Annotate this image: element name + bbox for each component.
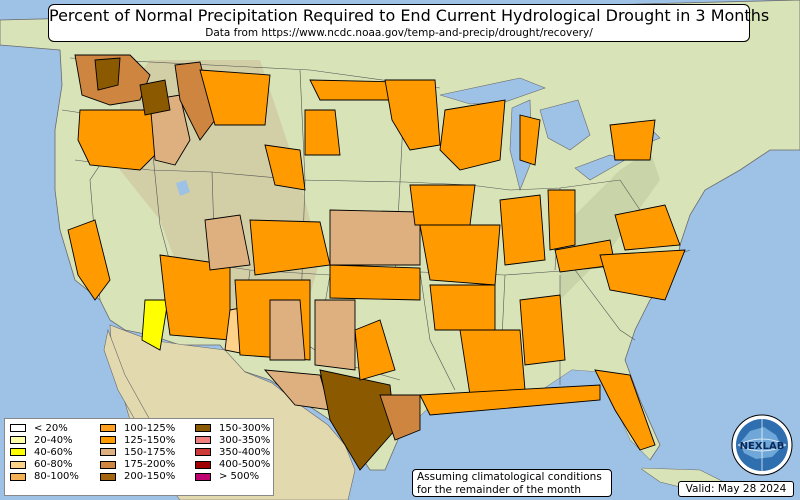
region-pennsylvania — [609, 119, 656, 161]
legend-swatch — [195, 448, 211, 457]
legend-item: 125-150% — [100, 434, 175, 446]
region-wa-dark — [94, 57, 121, 91]
region-lower-mississippi — [459, 329, 526, 396]
legend-swatch — [10, 436, 26, 445]
legend-label: 125-150% — [124, 434, 176, 446]
map-subtitle: Data from https://www.ncdc.noaa.gov/temp… — [205, 27, 593, 39]
legend-label: 60-80% — [34, 459, 73, 471]
legend-swatch — [195, 436, 211, 445]
region-sd — [304, 109, 341, 156]
legend-item: > 500% — [195, 471, 270, 483]
legend-label: 350-400% — [219, 446, 271, 458]
region-alabama — [519, 294, 566, 366]
region-montana — [199, 69, 271, 126]
region-illinois — [499, 194, 546, 266]
legend-item: 40-60% — [10, 446, 79, 458]
legend-column-2: 100-125% 125-150% 150-175% 175-200% 200-150% — [100, 422, 175, 483]
region-california — [67, 219, 111, 301]
legend-column-3: 150-300% 300-350% 350-400% 400-500% > 500% — [195, 422, 270, 483]
legend-swatch — [100, 448, 116, 457]
region-minnesota — [384, 79, 441, 151]
legend-label: 150-175% — [124, 446, 176, 458]
legend-swatch — [195, 472, 211, 481]
legend-swatch — [100, 460, 116, 469]
legend-swatch — [10, 460, 26, 469]
legend-label: 100-125% — [124, 422, 176, 434]
legend-item: 200-150% — [100, 471, 175, 483]
drought-regions — [67, 54, 686, 471]
legend-label: > 500% — [219, 471, 260, 483]
region-virginia — [614, 204, 681, 251]
legend-item: 175-200% — [100, 459, 175, 471]
legend-label: 80-100% — [34, 471, 79, 483]
great-salt-lake — [176, 180, 190, 196]
region-michigan — [519, 114, 541, 166]
title-box: Percent of Normal Precipitation Required… — [48, 4, 770, 42]
region-colorado-tan — [204, 214, 251, 271]
legend-item: 100-125% — [100, 422, 175, 434]
region-missouri — [419, 224, 501, 286]
legend-column-1: < 20% 20-40% 40-60% 60-80% 80-100% — [10, 422, 79, 483]
region-arkansas — [429, 284, 496, 331]
valid-date: Valid: May 28 2024 — [678, 481, 794, 497]
region-kansas — [329, 209, 421, 266]
assumption-note-line1: Assuming climatological conditions — [417, 471, 602, 483]
nexlab-globe-logo: NEXLAB — [731, 414, 793, 476]
region-florida — [594, 369, 656, 451]
region-gulf-coast — [419, 384, 601, 416]
legend-swatch — [100, 436, 116, 445]
legend-item: 80-100% — [10, 471, 79, 483]
region-arizona-yellow — [141, 299, 169, 351]
assumption-note: Assuming climatological conditions for t… — [412, 469, 612, 497]
region-oregon — [77, 109, 161, 171]
legend-label: 200-150% — [124, 471, 176, 483]
legend-swatch — [195, 460, 211, 469]
region-idaho-west — [149, 94, 191, 166]
region-wisconsin — [439, 99, 506, 171]
region-oklahoma — [329, 264, 421, 301]
region-texas-panhandle — [314, 299, 356, 371]
legend-item: 350-400% — [195, 446, 270, 458]
legend-item: 60-80% — [10, 459, 79, 471]
legend-label: 40-60% — [34, 446, 73, 458]
legend-label: 20-40% — [34, 434, 73, 446]
region-iowa — [409, 184, 476, 226]
legend-item: 300-350% — [195, 434, 270, 446]
legend-swatch — [10, 424, 26, 433]
legend-swatch — [10, 472, 26, 481]
region-wyoming-ne — [264, 144, 306, 191]
legend-swatch — [195, 424, 211, 433]
legend-label: 400-500% — [219, 459, 271, 471]
legend-swatch — [100, 424, 116, 433]
legend-label: < 20% — [34, 422, 68, 434]
legend-item: 150-300% — [195, 422, 270, 434]
region-indiana — [547, 189, 576, 251]
legend: < 20% 20-40% 40-60% 60-80% 80-100% 100-125% 1… — [4, 418, 274, 496]
legend-swatch — [100, 472, 116, 481]
legend-label: 150-300% — [219, 422, 271, 434]
assumption-note-line2: for the remainder of the month — [417, 483, 582, 496]
legend-label: 175-200% — [124, 459, 176, 471]
legend-item: 400-500% — [195, 459, 270, 471]
region-idaho-dark — [139, 79, 171, 116]
region-texas-coast — [354, 319, 396, 381]
region-colorado — [249, 219, 331, 276]
region-texas-east — [379, 394, 421, 441]
region-nm-tan — [269, 299, 306, 361]
legend-item: < 20% — [10, 422, 79, 434]
map-title: Percent of Normal Precipitation Required… — [49, 6, 770, 25]
logo-text: NEXLAB — [740, 441, 785, 452]
legend-item: 20-40% — [10, 434, 79, 446]
legend-swatch — [10, 448, 26, 457]
legend-label: 300-350% — [219, 434, 271, 446]
region-carolinas — [599, 249, 686, 301]
legend-item: 150-175% — [100, 446, 175, 458]
region-texas-central — [319, 369, 396, 471]
